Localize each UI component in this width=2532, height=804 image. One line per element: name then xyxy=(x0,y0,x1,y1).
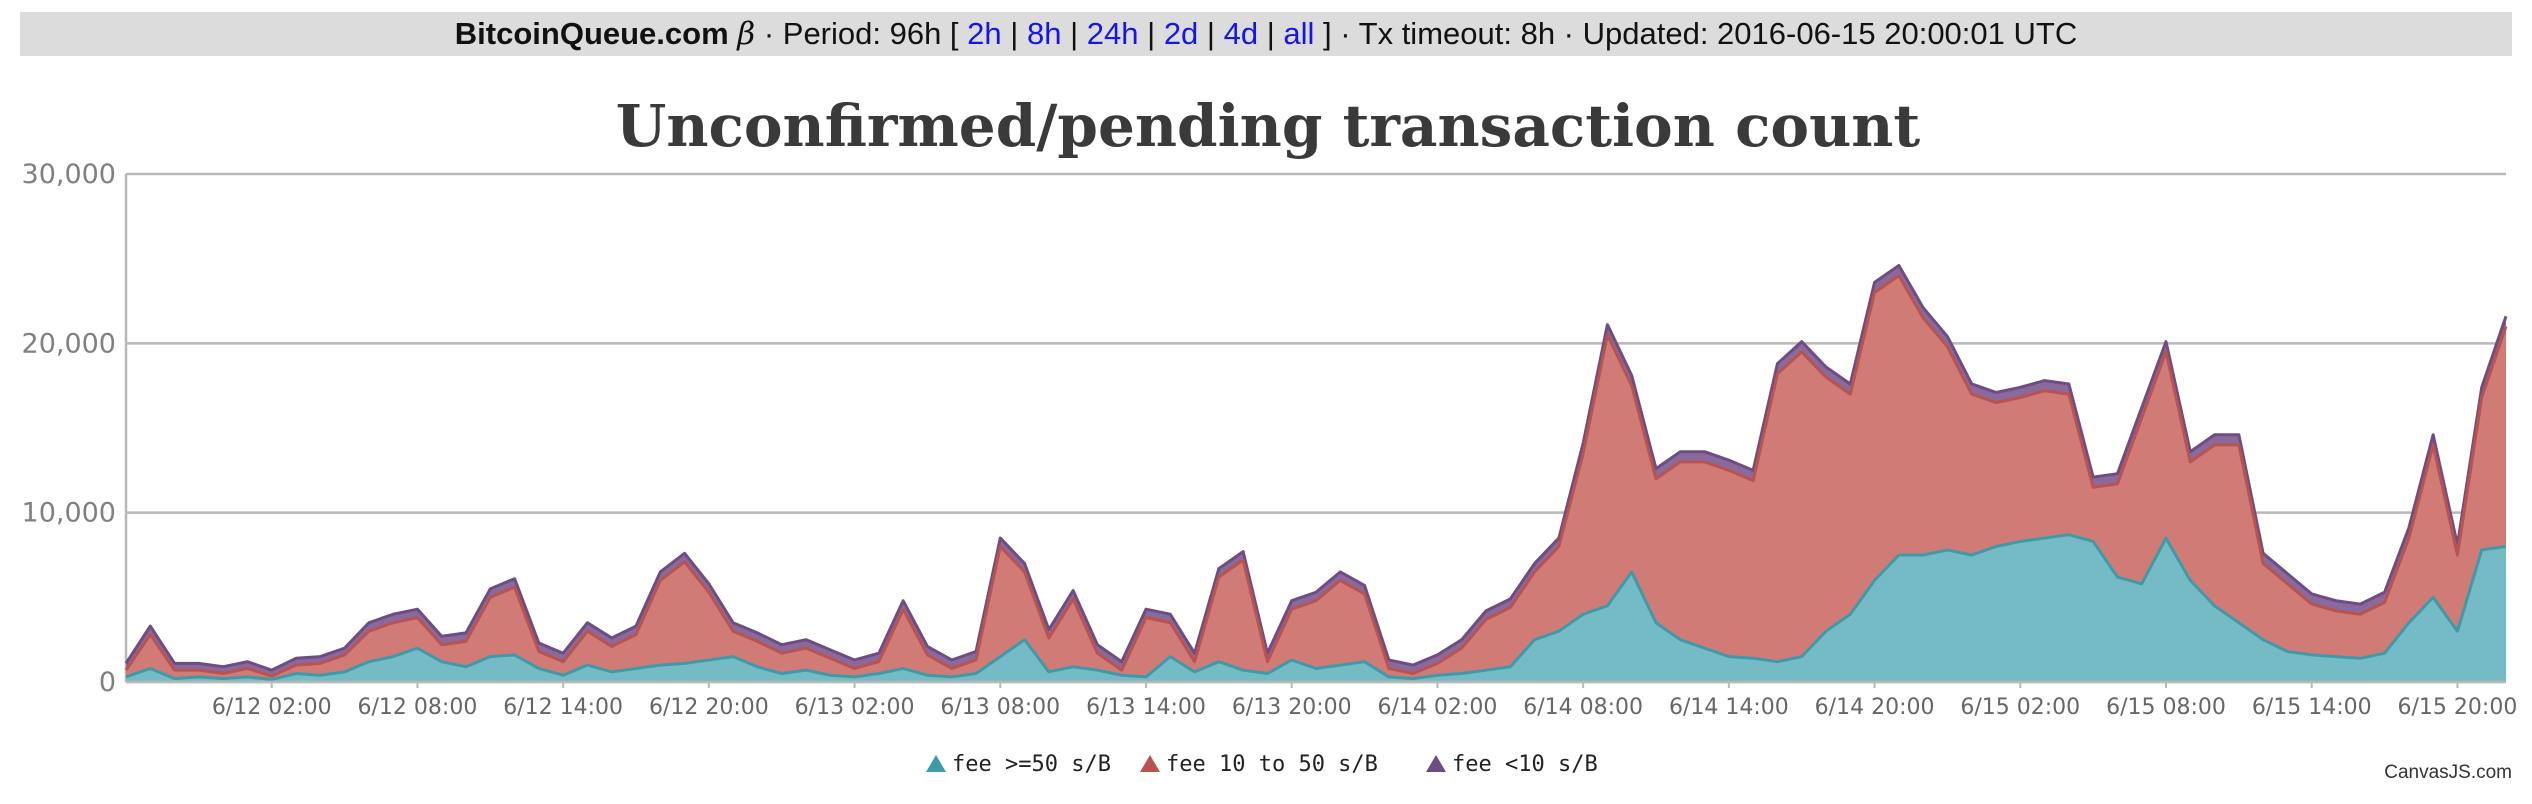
x-tick-label: 6/12 20:00 xyxy=(649,695,769,720)
x-tick-label: 6/15 02:00 xyxy=(1960,695,2080,720)
x-tick-label: 6/13 02:00 xyxy=(795,695,915,720)
x-tick-label: 6/13 08:00 xyxy=(940,695,1060,720)
period-separator: | xyxy=(1070,16,1079,51)
period-separator: | xyxy=(1266,16,1275,51)
period-link-2d[interactable]: 2d xyxy=(1163,16,1199,51)
period-separator: | xyxy=(1147,16,1156,51)
stacked-areas xyxy=(124,263,2508,684)
x-tick-label: 6/12 02:00 xyxy=(212,695,332,720)
period-link-24h[interactable]: 24h xyxy=(1086,16,1139,51)
period-link-2h[interactable]: 2h xyxy=(967,16,1002,51)
beta-symbol: β xyxy=(737,16,756,52)
area-fee-50plus xyxy=(126,534,2506,682)
line-fee-under10 xyxy=(124,263,2508,672)
x-tick-label: 6/15 20:00 xyxy=(2398,695,2518,720)
period-separator: | xyxy=(1206,16,1215,51)
area-fee-10to50 xyxy=(126,275,2506,680)
x-tick-label: 6/13 14:00 xyxy=(1086,695,1206,720)
y-tick-label: 20,000 xyxy=(22,328,116,359)
x-tick-label: 6/14 14:00 xyxy=(1669,695,1789,720)
chart-title: Unconfirmed/pending transaction count xyxy=(616,92,1921,160)
x-tick-label: 6/13 20:00 xyxy=(1232,695,1352,720)
legend: fee >=50 s/B fee 10 to 50 s/B fee <10 s/B xyxy=(926,752,1598,777)
period-link-4d[interactable]: 4d xyxy=(1223,16,1259,51)
y-tick-label: 30,000 xyxy=(22,159,116,190)
x-tick-label: 6/12 14:00 xyxy=(503,695,623,720)
site-name: BitcoinQueue.com xyxy=(454,16,729,51)
x-tick-label: 6/14 08:00 xyxy=(1523,695,1643,720)
y-axis-labels: 0 10,000 20,000 30,000 xyxy=(22,159,116,698)
period-separator: | xyxy=(1010,16,1019,51)
legend-label[interactable]: fee 10 to 50 s/B xyxy=(1166,752,1378,777)
x-tick-label: 6/15 14:00 xyxy=(2252,695,2372,720)
x-tick-label: 6/14 02:00 xyxy=(1378,695,1498,720)
legend-marker-icon xyxy=(926,755,946,772)
header-suffix: ] · Tx timeout: 8h · Updated: 2016-06-15… xyxy=(1323,16,2078,51)
pending-tx-chart: Unconfirmed/pending transaction count 0 1… xyxy=(22,92,2518,783)
x-axis-labels: 6/12 02:00 6/12 08:00 6/12 14:00 6/12 20:00… xyxy=(212,682,2518,720)
period-link-8h[interactable]: 8h xyxy=(1026,16,1062,51)
period-prefix: · Period: 96h [ xyxy=(763,16,959,51)
x-tick-label: 6/14 20:00 xyxy=(1815,695,1935,720)
header-bar: BitcoinQueue.com β · Period: 96h [ 2h | … xyxy=(20,12,2512,56)
legend-label[interactable]: fee >=50 s/B xyxy=(952,752,1111,777)
legend-label[interactable]: fee <10 s/B xyxy=(1452,752,1598,777)
canvasjs-credit[interactable]: CanvasJS.com xyxy=(2384,762,2512,783)
y-tick-label: 10,000 xyxy=(22,498,116,529)
line-fee-10to50 xyxy=(124,274,2508,678)
x-tick-label: 6/12 08:00 xyxy=(358,695,478,720)
legend-marker-icon xyxy=(1140,755,1160,772)
y-tick-label: 0 xyxy=(99,667,116,698)
period-link-all[interactable]: all xyxy=(1283,16,1315,51)
legend-marker-icon xyxy=(1426,755,1446,772)
x-tick-label: 6/15 08:00 xyxy=(2106,695,2226,720)
line-fee-50plus xyxy=(125,533,2507,681)
